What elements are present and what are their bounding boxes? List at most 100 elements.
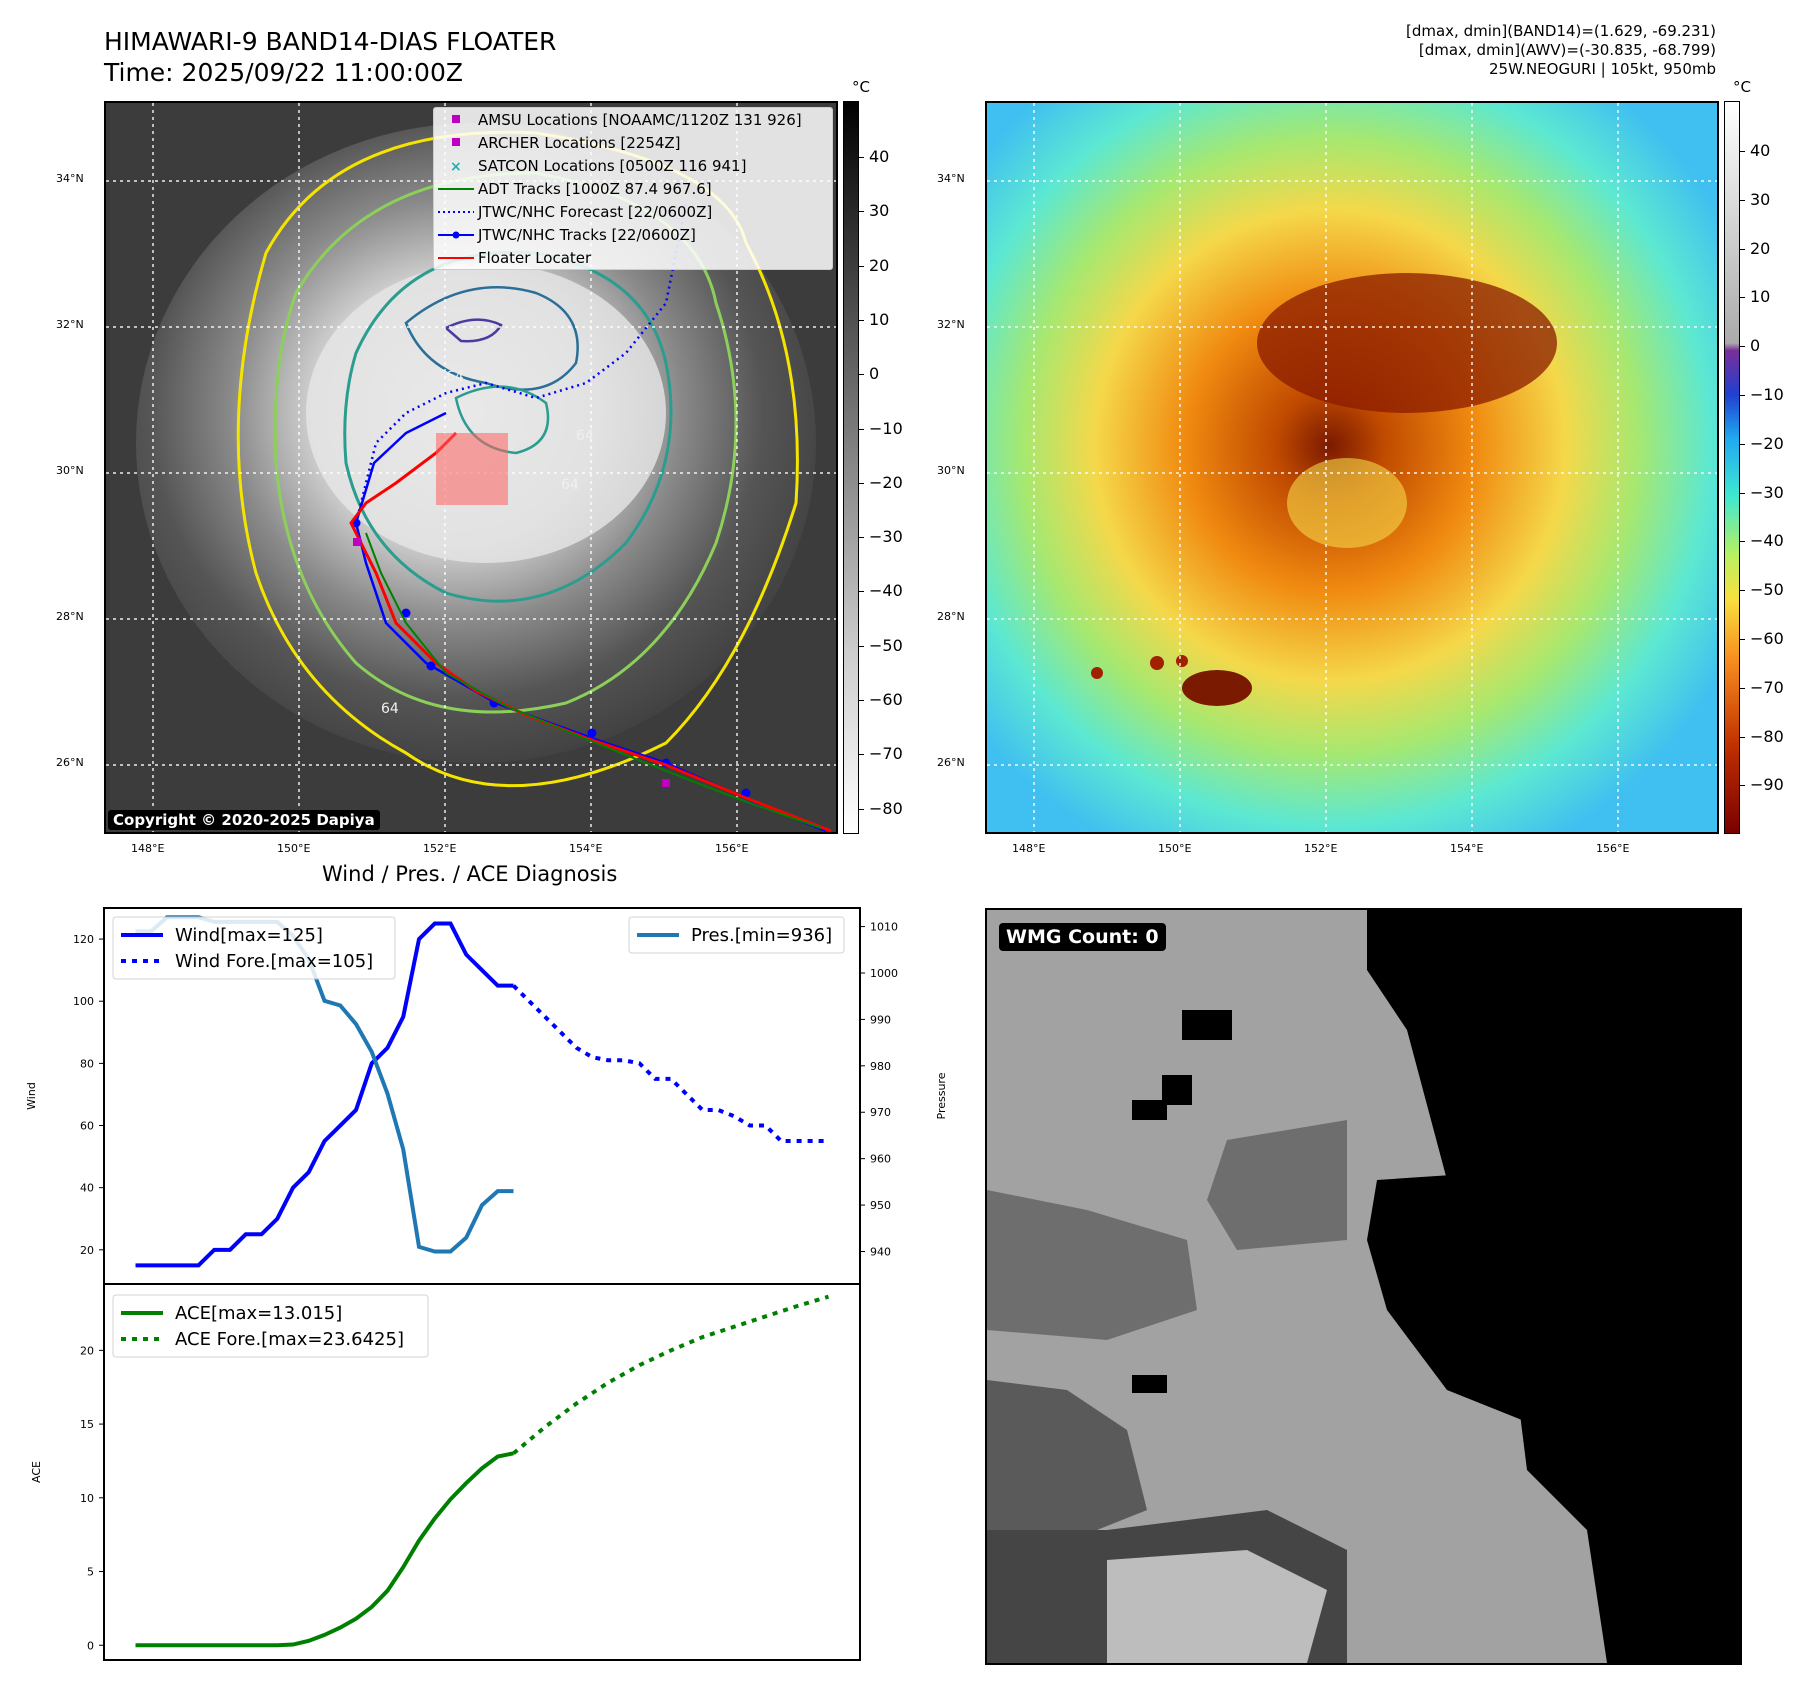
colorbar-tick-mark — [859, 265, 864, 267]
colorbar-tick-label: −20 — [869, 472, 903, 492]
lon-label: 154°E — [569, 842, 603, 855]
color-colorbar-unit: °C — [1733, 78, 1751, 96]
contour-label-2: 64 — [561, 477, 579, 493]
colorbar-tick-mark — [1740, 151, 1745, 152]
best-track-point — [426, 661, 436, 671]
best-track-point — [587, 728, 597, 738]
lat-label: 34°N — [937, 172, 965, 185]
lat-label: 32°N — [937, 318, 965, 331]
legend-label: SATCON Locations [0500Z 116 941] — [478, 156, 747, 175]
legend-item: JTWC/NHC Forecast [22/0600Z] — [434, 200, 832, 223]
colorbar-tick-mark — [859, 482, 864, 484]
colorbar-tick-mark — [1740, 492, 1745, 494]
colorbar-tick-label: −30 — [1750, 482, 1784, 502]
ace-tick-label: 5 — [87, 1566, 94, 1579]
colorbar-tick-label: −80 — [1750, 726, 1784, 746]
best-track-point — [741, 788, 751, 798]
pressure-tick-label: 970 — [870, 1106, 891, 1119]
colorbar-tick-mark — [859, 157, 864, 158]
colorbar-tick-label: −90 — [1750, 775, 1784, 795]
legend-swatch — [434, 131, 478, 154]
pressure-tick-label: 990 — [870, 1013, 891, 1026]
ace-forecast-line — [512, 1294, 830, 1455]
legend-swatch — [434, 177, 478, 200]
legend-swatch — [434, 108, 478, 131]
legend-swatch — [434, 223, 478, 246]
legend-item: AMSU Locations [NOAAMC/1120Z 131 926] — [434, 108, 832, 131]
colorbar-tick-mark — [859, 537, 864, 539]
legend-entry: Wind[max=125] — [175, 925, 323, 946]
intensity-info: [dmax, dmin](BAND14)=(1.629, -69.231) [d… — [1406, 22, 1716, 79]
wmg-count-badge: WMG Count: 0 — [999, 923, 1166, 951]
pressure-tick-label: 940 — [870, 1246, 891, 1259]
lat-label: 30°N — [56, 464, 84, 477]
legend-item: × SATCON Locations [0500Z 116 941] — [434, 154, 832, 177]
amsu-location — [662, 779, 670, 787]
legend-entry: ACE Fore.[max=23.6425] — [175, 1329, 404, 1350]
colorbar-tick-label: 30 — [869, 201, 890, 221]
gray-colorbar-unit: °C — [852, 78, 870, 96]
colorbar-tick-label: −20 — [1750, 433, 1784, 453]
copyright-badge: Copyright © 2020-2025 Dapiya — [108, 810, 380, 830]
colorbar-tick-mark — [859, 700, 864, 701]
info-line-1: [dmax, dmin](BAND14)=(1.629, -69.231) — [1405, 22, 1716, 40]
lat-label: 26°N — [56, 756, 84, 769]
colorbar-tick-label: −40 — [1750, 531, 1784, 551]
ace-tick-label: 0 — [87, 1639, 94, 1652]
lat-label: 32°N — [56, 318, 84, 331]
colorbar-tick-mark — [1740, 736, 1745, 738]
lon-label: 148°E — [131, 842, 165, 855]
color-ir-svg — [987, 103, 1717, 832]
contour-purple — [443, 318, 503, 343]
colorbar-tick-label: 20 — [1750, 238, 1771, 258]
ir-map-panel: 64 64 64 64 Copyright © 2020-2025 Dapiya… — [104, 101, 838, 834]
legend-entry: Pres.[min=936] — [691, 925, 832, 946]
wind-tick-label: 120 — [73, 933, 94, 946]
figure-title: HIMAWARI-9 BAND14-DIAS FLOATER Time: 202… — [104, 26, 556, 88]
map-legend: AMSU Locations [NOAAMC/1120Z 131 926] ARC… — [433, 107, 833, 270]
wind-tick-label: 20 — [80, 1244, 94, 1257]
adt-track — [365, 532, 822, 829]
colorbar-tick-mark — [1740, 248, 1745, 250]
color-colorbar — [1724, 101, 1740, 834]
ace-tick-label: 10 — [80, 1492, 94, 1505]
colorbar-tick-label: −30 — [869, 527, 903, 547]
contour-label-3: 64 — [576, 428, 594, 444]
contour-label-4: 64 — [381, 701, 399, 717]
colorbar-tick-label: −10 — [869, 418, 903, 438]
colorbar-tick-mark — [859, 374, 864, 376]
legend-label: AMSU Locations [NOAAMC/1120Z 131 926] — [478, 110, 802, 129]
colorbar-tick-label: −50 — [1750, 580, 1784, 600]
colorbar-tick-mark — [859, 319, 864, 321]
ace-line — [135, 1451, 514, 1648]
wmg-image — [987, 910, 1740, 1663]
info-line-2: [dmax, dmin](AWV)=(-30.835, -68.799) — [1418, 41, 1716, 59]
colorbar-tick-mark — [859, 428, 864, 430]
colorbar-tick-label: 0 — [1750, 336, 1761, 356]
wind-tick-label: 40 — [80, 1182, 94, 1195]
legend-entry: Wind Fore.[max=105] — [175, 951, 373, 972]
lat-label: 28°N — [56, 610, 84, 623]
lon-label: 156°E — [1596, 842, 1630, 855]
floater-box — [436, 433, 508, 505]
ace-legend: ACE[max=13.015] ACE Fore.[max=23.6425] — [112, 1294, 429, 1358]
diagnosis-title: Wind / Pres. / ACE Diagnosis — [322, 862, 618, 886]
lon-label: 152°E — [423, 842, 457, 855]
legend-item: JTWC/NHC Tracks [22/0600Z] — [434, 223, 832, 246]
pressure-tick-label: 1010 — [870, 921, 898, 934]
gray-colorbar — [843, 101, 859, 834]
contour-label-1: 64 — [446, 369, 464, 385]
wmg-panel: WMG Count: 0 — [985, 908, 1742, 1665]
legend-label: JTWC/NHC Tracks [22/0600Z] — [478, 225, 696, 244]
lon-label: 150°E — [1158, 842, 1192, 855]
lat-label: 26°N — [937, 756, 965, 769]
contour-inner — [404, 286, 579, 391]
legend-swatch — [434, 246, 478, 269]
colorbar-tick-label: 30 — [1750, 189, 1771, 209]
pressure-legend: Pres.[min=936] — [628, 916, 845, 954]
title-line-2: Time: 2025/09/22 11:00:00Z — [104, 58, 463, 87]
colorbar-tick-mark — [1740, 346, 1745, 348]
colorbar-tick-label: −80 — [869, 798, 903, 818]
color-ir-panel — [985, 101, 1719, 834]
lon-label: 148°E — [1012, 842, 1046, 855]
